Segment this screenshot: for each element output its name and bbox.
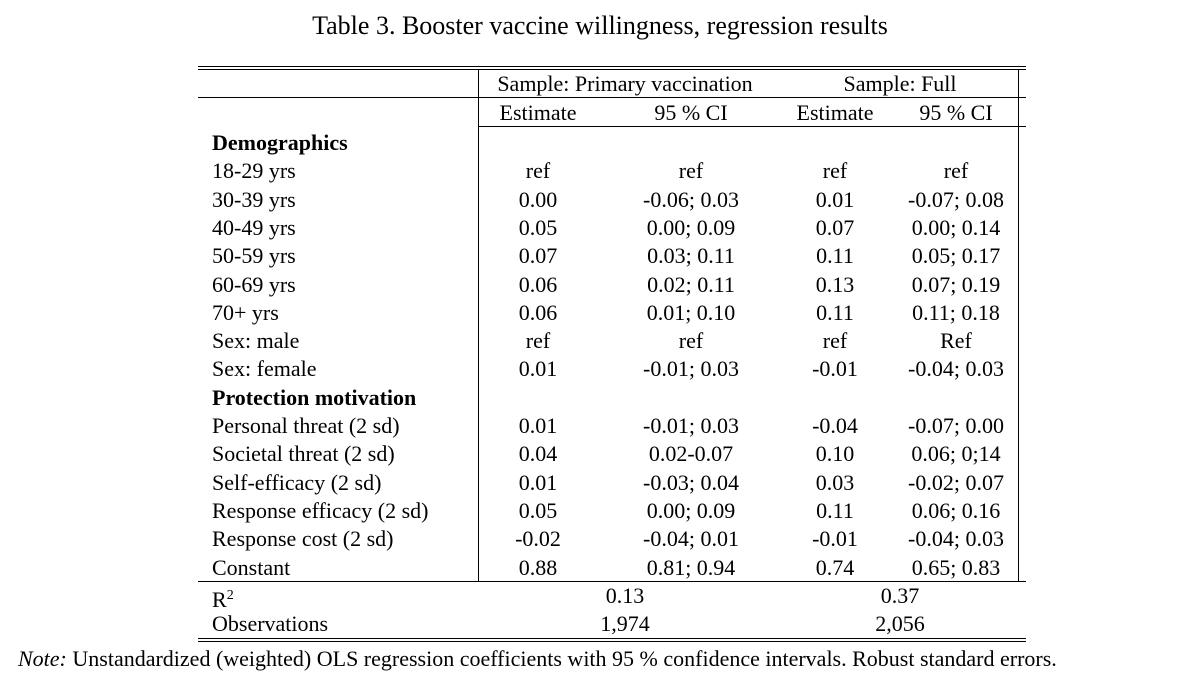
estimate-primary: 0.88 bbox=[518, 555, 558, 580]
estimate-full: 0.11 bbox=[816, 300, 854, 325]
estimate-primary: -0.02 bbox=[515, 526, 561, 551]
estimate-full: -0.01 bbox=[812, 356, 858, 381]
column-header: 95 % CI bbox=[919, 100, 993, 125]
ci-primary: 0.03; 0.11 bbox=[647, 243, 735, 268]
row-label: Self-efficacy (2 sd) bbox=[212, 470, 382, 495]
r2-label-sup: 2 bbox=[226, 588, 234, 603]
estimate-primary: 0.01 bbox=[518, 413, 558, 438]
ci-primary: -0.03; 0.04 bbox=[643, 470, 739, 495]
ci-primary: 0.00; 0.09 bbox=[646, 215, 736, 240]
row-label: 60-69 yrs bbox=[212, 272, 296, 297]
ci-full: -0.04; 0.03 bbox=[908, 356, 1004, 381]
column-divider bbox=[1018, 70, 1019, 581]
ci-primary: -0.04; 0.01 bbox=[643, 526, 739, 551]
estimate-full: 0.11 bbox=[816, 498, 854, 523]
row-label: Sex: female bbox=[212, 356, 317, 381]
r2-label: R2 bbox=[212, 582, 234, 614]
row-label: Constant bbox=[212, 555, 291, 580]
ci-primary: 0.02-0.07 bbox=[648, 441, 734, 466]
estimate-full: 0.03 bbox=[815, 470, 855, 495]
r2-label-text: R bbox=[212, 587, 227, 612]
estimate-primary: 0.05 bbox=[518, 215, 558, 240]
top-rule-2 bbox=[198, 69, 1026, 70]
ci-full: -0.07; 0.08 bbox=[908, 187, 1004, 212]
estimate-full: 0.10 bbox=[815, 441, 855, 466]
table-note: Note: Unstandardized (weighted) OLS regr… bbox=[18, 645, 1057, 673]
row-label: 40-49 yrs bbox=[212, 215, 296, 240]
ci-full: Ref bbox=[940, 328, 972, 353]
observations-primary: 1,974 bbox=[600, 611, 650, 636]
ci-full: -0.04; 0.03 bbox=[908, 526, 1004, 551]
ci-full: -0.07; 0.00 bbox=[908, 413, 1004, 438]
ci-full: 0.05; 0.17 bbox=[911, 243, 1001, 268]
row-label: Sex: male bbox=[212, 328, 300, 353]
estimate-full: -0.04 bbox=[812, 413, 858, 438]
estimate-primary: ref bbox=[525, 158, 551, 183]
estimate-full: 0.11 bbox=[816, 243, 854, 268]
r2-primary: 0.13 bbox=[605, 583, 645, 608]
column-header: Estimate bbox=[796, 100, 874, 125]
estimate-full: 0.13 bbox=[815, 272, 855, 297]
ci-primary: -0.01; 0.03 bbox=[643, 413, 739, 438]
estimate-full: 0.74 bbox=[815, 555, 855, 580]
row-label: Societal threat (2 sd) bbox=[212, 441, 395, 466]
section-heading: Demographics bbox=[212, 130, 348, 155]
ci-full: 0.65; 0.83 bbox=[911, 555, 1001, 580]
estimate-primary: 0.00 bbox=[518, 187, 558, 212]
estimate-primary: 0.01 bbox=[518, 356, 558, 381]
estimate-primary: 0.06 bbox=[518, 272, 558, 297]
ci-full: 0.06; 0.16 bbox=[911, 498, 1001, 523]
row-label: Response efficacy (2 sd) bbox=[212, 498, 429, 523]
ci-primary: 0.01; 0.10 bbox=[646, 300, 736, 325]
section-heading: Protection motivation bbox=[212, 385, 417, 410]
ci-primary: 0.02; 0.11 bbox=[647, 272, 735, 297]
column-divider bbox=[478, 70, 479, 581]
estimate-full: 0.07 bbox=[815, 215, 855, 240]
ci-primary: ref bbox=[678, 158, 704, 183]
estimate-primary: 0.05 bbox=[518, 498, 558, 523]
note-prefix: Note: bbox=[18, 646, 67, 671]
ci-full: -0.02; 0.07 bbox=[908, 470, 1004, 495]
estimate-full: -0.01 bbox=[812, 526, 858, 551]
estimate-primary: 0.04 bbox=[518, 441, 558, 466]
bottom-rule bbox=[198, 638, 1026, 639]
ci-full: 0.06; 0;14 bbox=[911, 441, 1001, 466]
estimate-full: ref bbox=[822, 328, 848, 353]
ci-primary: 0.81; 0.94 bbox=[646, 555, 736, 580]
estimate-primary: 0.06 bbox=[518, 300, 558, 325]
row-label: Personal threat (2 sd) bbox=[212, 413, 400, 438]
estimate-primary: ref bbox=[525, 328, 551, 353]
estimate-primary: 0.01 bbox=[518, 470, 558, 495]
column-header: 95 % CI bbox=[654, 100, 728, 125]
ci-full: 0.07; 0.19 bbox=[911, 272, 1001, 297]
group-header-full: Sample: Full bbox=[843, 71, 957, 96]
estimate-full: 0.01 bbox=[815, 187, 855, 212]
group-header-primary: Sample: Primary vaccination bbox=[497, 71, 753, 96]
ci-full: 0.00; 0.14 bbox=[911, 215, 1001, 240]
row-label: 30-39 yrs bbox=[212, 187, 296, 212]
estimate-primary: 0.07 bbox=[518, 243, 558, 268]
row-label: 18-29 yrs bbox=[212, 158, 296, 183]
top-rule bbox=[198, 66, 1026, 67]
ci-full: 0.11; 0.18 bbox=[912, 300, 1000, 325]
stats-rule bbox=[198, 581, 1026, 582]
column-header: Estimate bbox=[499, 100, 577, 125]
observations-full: 2,056 bbox=[875, 611, 925, 636]
ci-primary: 0.00; 0.09 bbox=[646, 498, 736, 523]
table-title: Table 3. Booster vaccine willingness, re… bbox=[312, 11, 888, 40]
group-rule bbox=[198, 97, 1026, 98]
note-text: Unstandardized (weighted) OLS regression… bbox=[66, 646, 1057, 671]
ci-primary: -0.01; 0.03 bbox=[643, 356, 739, 381]
ci-primary: ref bbox=[678, 328, 704, 353]
row-label: Response cost (2 sd) bbox=[212, 526, 394, 551]
row-label: 50-59 yrs bbox=[212, 243, 296, 268]
ci-primary: -0.06; 0.03 bbox=[643, 187, 739, 212]
bottom-rule-2 bbox=[198, 641, 1026, 642]
observations-label: Observations bbox=[212, 611, 329, 636]
header-rule bbox=[478, 126, 1026, 127]
row-label: 70+ yrs bbox=[212, 300, 279, 325]
ci-full: ref bbox=[943, 158, 969, 183]
estimate-full: ref bbox=[822, 158, 848, 183]
r2-full: 0.37 bbox=[880, 583, 920, 608]
